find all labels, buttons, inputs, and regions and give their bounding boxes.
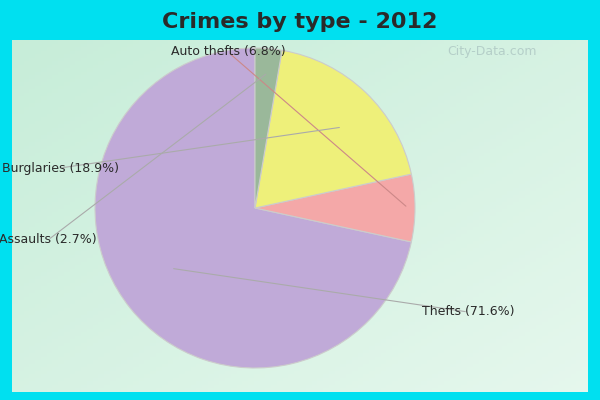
Text: Assaults (2.7%): Assaults (2.7%) bbox=[0, 234, 97, 246]
Wedge shape bbox=[255, 48, 282, 208]
Wedge shape bbox=[95, 48, 412, 368]
Text: Burglaries (18.9%): Burglaries (18.9%) bbox=[1, 162, 119, 174]
Wedge shape bbox=[255, 174, 415, 242]
Wedge shape bbox=[255, 50, 412, 208]
Text: City-Data.com: City-Data.com bbox=[447, 46, 537, 58]
Text: Crimes by type - 2012: Crimes by type - 2012 bbox=[163, 12, 437, 32]
Text: Thefts (71.6%): Thefts (71.6%) bbox=[422, 306, 514, 318]
Text: Auto thefts (6.8%): Auto thefts (6.8%) bbox=[170, 46, 286, 58]
